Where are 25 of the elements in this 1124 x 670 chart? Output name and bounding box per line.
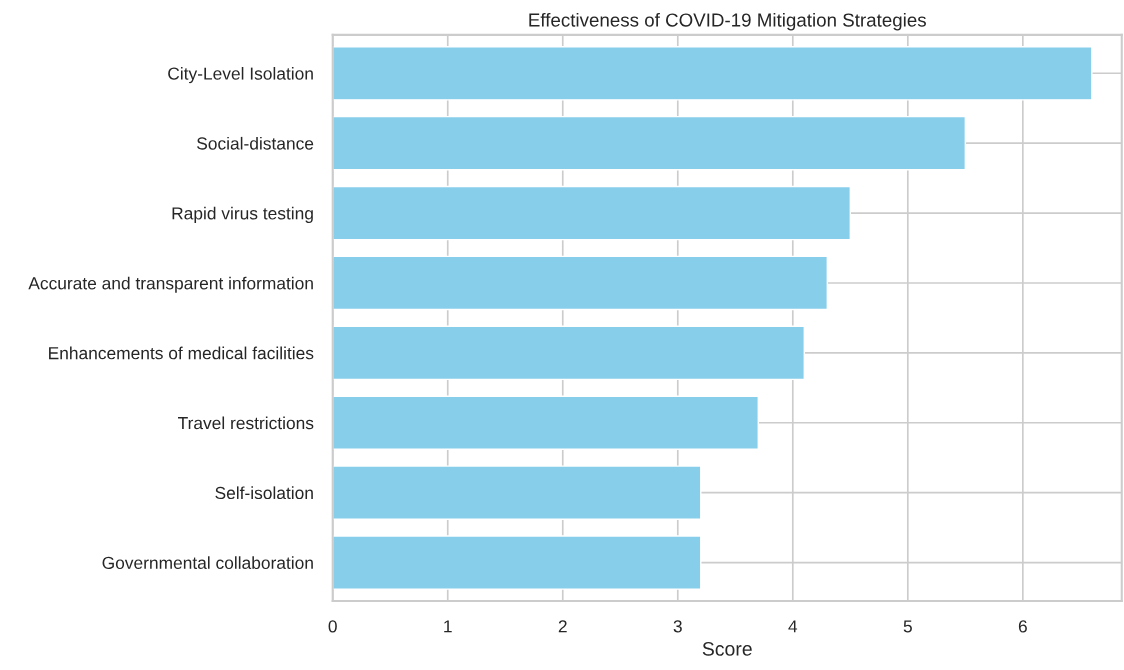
x-tick-label: 0 (328, 620, 337, 633)
bar (332, 46, 1093, 101)
x-tick-label: 1 (444, 620, 452, 633)
x-tick-label: 5 (903, 620, 912, 633)
y-tick-label: Social-distance (197, 136, 314, 150)
y-tick-label: Governmental collaboration (102, 556, 313, 570)
x-tick-label: 6 (1018, 620, 1027, 633)
bar (332, 325, 805, 381)
y-tick-label: Self-isolation (215, 486, 313, 500)
x-tick-label: 4 (788, 620, 798, 633)
bar (332, 185, 851, 241)
chart-title: Effectiveness of COVID-19 Mitigation Strategies (529, 12, 926, 31)
bar (332, 395, 759, 451)
x-axis-title: Score (702, 641, 752, 656)
bar (332, 465, 702, 520)
y-tick-label: Rapid virus testing (172, 206, 313, 223)
x-tick-label: 3 (673, 620, 682, 633)
y-tick-label: Accurate and transparent information (28, 276, 313, 293)
y-tick-label: City-Level Isolation (168, 66, 313, 84)
bar (332, 255, 828, 311)
y-tick-label: Travel restrictions (178, 416, 314, 430)
x-tick-label: 2 (558, 620, 567, 633)
bar (332, 535, 702, 590)
y-tick-label: Enhancements of medical facilities (49, 346, 314, 360)
bar (332, 115, 967, 171)
